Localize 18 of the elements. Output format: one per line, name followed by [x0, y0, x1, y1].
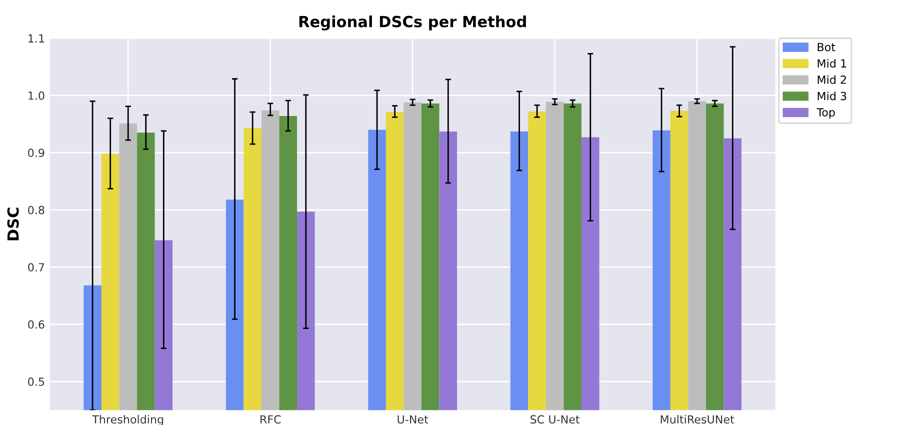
legend-label: Mid 2 — [818, 75, 846, 84]
x-tick-label: MultiResUNet — [660, 414, 734, 424]
y-tick-label: 0.8 — [28, 206, 44, 214]
legend-label: Bot — [818, 43, 836, 52]
x-tick-label: SC U-Net — [530, 415, 580, 424]
y-tick-label: 0.5 — [28, 377, 44, 386]
chart-title: Regional DSCs per Method — [299, 16, 526, 30]
x-tick-label: U-Net — [398, 415, 428, 424]
x-tick-label: RFC — [260, 415, 281, 424]
y-tick-label: 0.6 — [28, 320, 44, 329]
y-tick-label: 1.0 — [28, 91, 44, 100]
y-tick-label: 0.9 — [28, 148, 44, 158]
legend-label: Mid 3 — [818, 92, 846, 100]
legend-label: Mid 1 — [818, 59, 846, 68]
y-tick-label: 1.1 — [28, 34, 44, 42]
y-tick-label: 0.7 — [28, 263, 44, 272]
legend-label: Top — [816, 108, 835, 119]
y-axis-title: DSC — [7, 208, 19, 240]
